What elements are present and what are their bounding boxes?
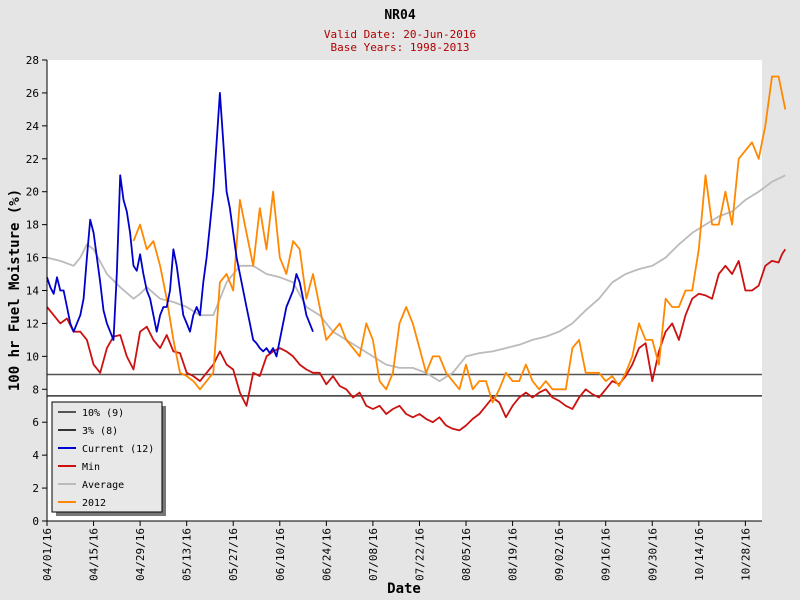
series-line-average bbox=[46, 174, 786, 383]
chart-subtitle-valid-date: Valid Date: 20-Jun-2016 bbox=[324, 28, 476, 41]
y-tick-label: 6 bbox=[32, 416, 39, 429]
y-tick-label: 12 bbox=[26, 317, 39, 330]
series-line-2012 bbox=[132, 75, 787, 404]
legend-box bbox=[51, 401, 163, 513]
x-tick-label: 07/08/16 bbox=[367, 528, 380, 581]
x-tick-label: 04/29/16 bbox=[134, 528, 147, 581]
series-line-min bbox=[46, 248, 787, 432]
x-tick-label: 05/27/16 bbox=[227, 528, 240, 581]
plot-area bbox=[47, 60, 762, 521]
y-tick-label: 20 bbox=[26, 186, 39, 199]
x-axis-ticks: 04/01/16 04/15/16 04/29/16 05/13/16 05/27/16… bbox=[41, 521, 752, 581]
x-tick-label: 06/10/16 bbox=[274, 528, 287, 581]
legend-items: 10% (9) 3% (8) Current (12) Min Average 2012 bbox=[58, 408, 154, 509]
y-tick-label: 4 bbox=[32, 449, 39, 462]
y-tick-label: 16 bbox=[26, 252, 39, 265]
legend-label-10-9: 10% (9) bbox=[82, 408, 124, 419]
x-tick-label: 04/15/16 bbox=[88, 528, 101, 581]
chart-title: NR04 bbox=[384, 8, 415, 23]
chart-subtitle-base-years: Base Years: 1998-2013 bbox=[330, 41, 469, 54]
x-tick-label: 06/24/16 bbox=[320, 528, 333, 581]
y-tick-label: 0 bbox=[32, 515, 39, 528]
x-tick-label: 05/13/16 bbox=[181, 528, 194, 581]
x-tick-label: 10/28/16 bbox=[739, 528, 752, 581]
legend-label-current-12: Current (12) bbox=[82, 444, 154, 455]
x-tick-label: 09/30/16 bbox=[646, 528, 659, 581]
y-tick-label: 24 bbox=[26, 120, 40, 133]
series-line-current-12 bbox=[46, 92, 314, 358]
series-layer bbox=[46, 75, 787, 432]
x-tick-label: 04/01/16 bbox=[41, 528, 54, 581]
legend: 10% (9) 3% (8) Current (12) Min Average 2012 bbox=[51, 401, 166, 516]
x-tick-label: 10/14/16 bbox=[693, 528, 706, 581]
y-tick-label: 10 bbox=[26, 350, 39, 363]
y-tick-label: 28 bbox=[26, 54, 39, 67]
x-axis-label: Date bbox=[387, 581, 421, 597]
legend-label-min: Min bbox=[82, 462, 100, 473]
legend-label-2012: 2012 bbox=[82, 498, 106, 509]
x-tick-label: 08/05/16 bbox=[460, 528, 473, 581]
x-tick-label: 08/19/16 bbox=[507, 528, 520, 581]
y-tick-label: 2 bbox=[32, 482, 39, 495]
x-tick-label: 09/02/16 bbox=[553, 528, 566, 581]
y-tick-label: 8 bbox=[32, 383, 39, 396]
legend-label-3-8: 3% (8) bbox=[82, 426, 118, 437]
x-tick-label: 07/22/16 bbox=[413, 528, 426, 581]
y-tick-label: 26 bbox=[26, 87, 39, 100]
x-tick-label: 09/16/16 bbox=[600, 528, 613, 581]
y-tick-label: 18 bbox=[26, 219, 39, 232]
y-axis-label: 100 hr Fuel Moisture (%) bbox=[7, 189, 23, 391]
legend-label-average: Average bbox=[82, 480, 124, 491]
y-tick-label: 14 bbox=[26, 285, 40, 298]
y-tick-label: 22 bbox=[26, 153, 39, 166]
